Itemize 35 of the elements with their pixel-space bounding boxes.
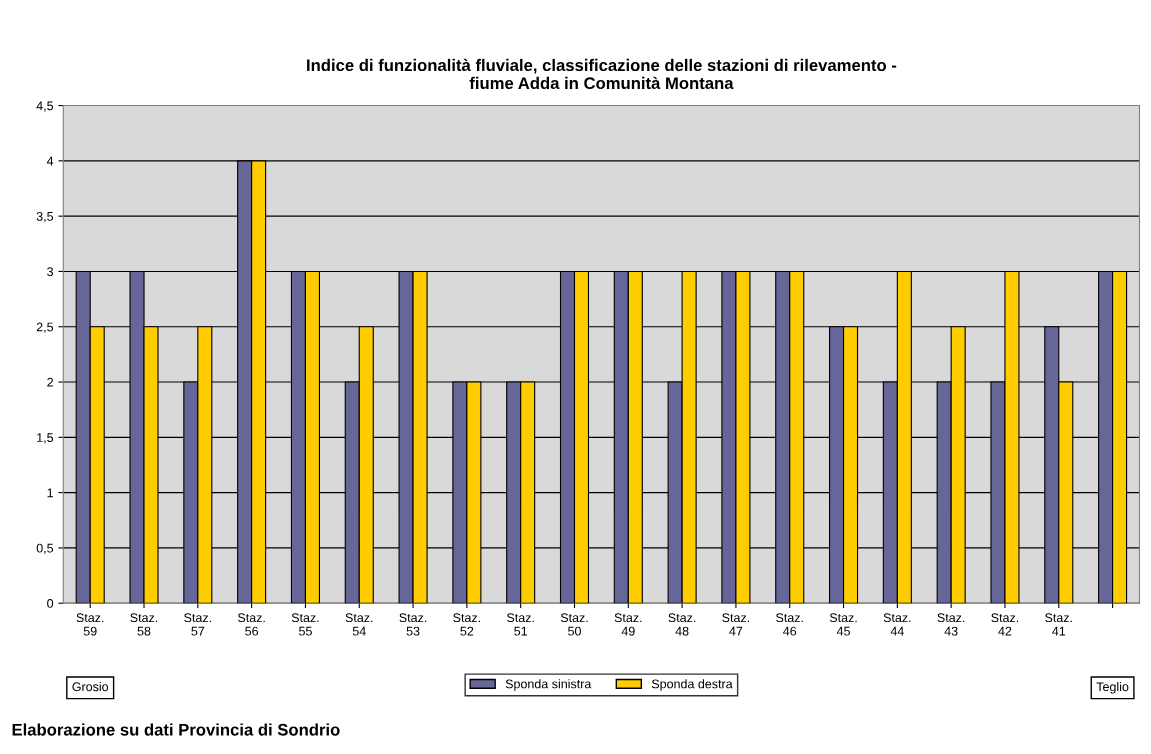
y-tick-label: 1 xyxy=(47,488,53,498)
x-tick-label: Staz. 53 xyxy=(399,613,427,636)
x-tick-label: Staz. 50 xyxy=(560,613,588,636)
x-tick-label: Staz. 45 xyxy=(829,613,857,636)
y-tick-label: 3 xyxy=(47,267,54,277)
x-tick-label: Staz. 58 xyxy=(130,613,158,636)
y-tick-label: 4,5 xyxy=(36,101,54,112)
x-tick-label: Staz. 44 xyxy=(883,613,911,636)
legend-label: Sponda destra xyxy=(651,679,733,691)
y-tick-label: 1,5 xyxy=(37,433,54,444)
x-tick-label: Staz. 49 xyxy=(614,613,642,636)
y-tick-label: 0,5 xyxy=(36,543,54,555)
y-tick-label: 0 xyxy=(47,599,54,608)
legend-label: Sponda sinistra xyxy=(505,679,592,691)
y-tick-label: 2 xyxy=(47,377,53,387)
text: Grosio xyxy=(72,681,109,692)
y-tick-label: 4 xyxy=(46,156,54,166)
x-tick-label: Staz. 48 xyxy=(668,613,696,636)
text: Elaborazione su dati Provincia di Sondrio xyxy=(12,723,340,736)
x-tick-label: Staz. 59 xyxy=(76,613,104,636)
x-tick-label: Staz. 43 xyxy=(937,613,965,636)
x-tick-label: Staz. 51 xyxy=(507,613,534,636)
text: Teglio xyxy=(1096,681,1129,694)
y-tick-label: 3,5 xyxy=(36,211,54,223)
x-tick-label: Staz. 41 xyxy=(1045,613,1072,636)
x-tick-label: Staz. 47 xyxy=(722,613,750,636)
x-tick-label: Staz. 52 xyxy=(453,613,480,636)
chart-title: Indice di funzionalità fluviale, classificazione delle stazioni di rilevamento - fiume Adda in Comunità Montana xyxy=(307,58,897,90)
x-tick-label: Staz. 54 xyxy=(345,613,373,636)
x-tick-label: Staz. 46 xyxy=(776,613,803,636)
x-tick-label: Staz. 55 xyxy=(291,613,319,636)
x-tick-label: Staz. 57 xyxy=(184,613,211,636)
x-tick-label: Staz. 56 xyxy=(237,613,265,636)
x-tick-label: Staz. 42 xyxy=(991,613,1019,636)
y-tick-label: 2,5 xyxy=(36,322,54,333)
